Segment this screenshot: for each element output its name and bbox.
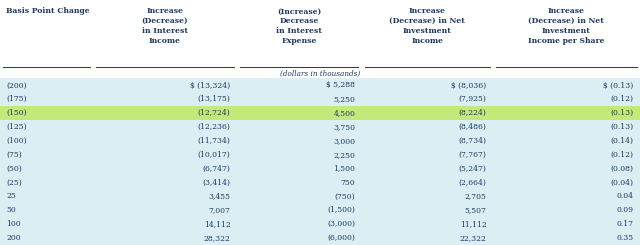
Text: $ (8,036): $ (8,036)	[451, 81, 486, 89]
Text: 11,112: 11,112	[460, 220, 486, 228]
Text: 50: 50	[6, 206, 16, 214]
Text: (0.12): (0.12)	[611, 151, 634, 159]
Text: (75): (75)	[6, 151, 22, 159]
Bar	[0, 189, 640, 203]
Text: Increase
(Decrease)
in Interest
Income: Increase (Decrease) in Interest Income	[141, 7, 188, 45]
Text: (175): (175)	[6, 95, 27, 103]
Text: 3,000: 3,000	[333, 137, 355, 145]
Text: (8,734): (8,734)	[458, 137, 486, 145]
Text: 22,322: 22,322	[460, 234, 486, 242]
Bar	[0, 78, 640, 92]
Bar	[0, 231, 640, 245]
Text: (150): (150)	[6, 109, 27, 117]
Text: (750): (750)	[335, 192, 355, 200]
Text: 200: 200	[6, 234, 21, 242]
Text: 28,322: 28,322	[204, 234, 230, 242]
Text: 3,455: 3,455	[209, 192, 230, 200]
Text: 0.17: 0.17	[616, 220, 634, 228]
Text: (6,747): (6,747)	[202, 165, 230, 173]
Text: 0.04: 0.04	[616, 192, 634, 200]
Text: 5,507: 5,507	[465, 206, 486, 214]
Text: (3,000): (3,000)	[327, 220, 355, 228]
Bar	[0, 106, 640, 120]
Bar	[0, 217, 640, 231]
Bar	[0, 176, 640, 189]
Text: (125): (125)	[6, 123, 27, 131]
Text: (8,486): (8,486)	[458, 123, 486, 131]
Text: (0.12): (0.12)	[611, 95, 634, 103]
Text: (13,175): (13,175)	[198, 95, 230, 103]
Text: (8,224): (8,224)	[458, 109, 486, 117]
Text: (200): (200)	[6, 81, 27, 89]
Text: 2,250: 2,250	[333, 151, 355, 159]
Text: 2,705: 2,705	[465, 192, 486, 200]
Text: (Increase)
Decrease
in Interest
Expense: (Increase) Decrease in Interest Expense	[276, 7, 322, 45]
Text: 5,250: 5,250	[333, 95, 355, 103]
Text: (2,664): (2,664)	[458, 179, 486, 186]
Text: $ 5,288: $ 5,288	[326, 81, 355, 89]
Text: Increase
(Decrease) in Net
Investment
Income: Increase (Decrease) in Net Investment In…	[389, 7, 465, 45]
Text: 3,750: 3,750	[333, 123, 355, 131]
Text: 0.09: 0.09	[616, 206, 634, 214]
Bar	[0, 120, 640, 134]
Text: (7,925): (7,925)	[458, 95, 486, 103]
Bar	[0, 0, 640, 78]
Text: (3,414): (3,414)	[202, 179, 230, 186]
Text: Basis Point Change: Basis Point Change	[6, 7, 90, 15]
Text: 1,500: 1,500	[333, 165, 355, 173]
Bar	[0, 162, 640, 176]
Text: $ (13,324): $ (13,324)	[190, 81, 230, 89]
Bar	[0, 148, 640, 162]
Text: 14,112: 14,112	[204, 220, 230, 228]
Bar	[0, 92, 640, 106]
Text: (0.14): (0.14)	[611, 137, 634, 145]
Bar	[0, 203, 640, 217]
Text: (7,767): (7,767)	[458, 151, 486, 159]
Text: 25: 25	[6, 192, 16, 200]
Text: (1,500): (1,500)	[327, 206, 355, 214]
Text: (0.13): (0.13)	[611, 109, 634, 117]
Text: (12,236): (12,236)	[198, 123, 230, 131]
Text: (0.08): (0.08)	[611, 165, 634, 173]
Text: (11,734): (11,734)	[198, 137, 230, 145]
Text: (50): (50)	[6, 165, 22, 173]
Text: (25): (25)	[6, 179, 22, 186]
Text: (100): (100)	[6, 137, 27, 145]
Text: 100: 100	[6, 220, 21, 228]
Text: (5,247): (5,247)	[458, 165, 486, 173]
Text: (0.13): (0.13)	[611, 123, 634, 131]
Bar	[0, 134, 640, 148]
Text: 0.35: 0.35	[616, 234, 634, 242]
Text: (0.04): (0.04)	[611, 179, 634, 186]
Text: (12,724): (12,724)	[198, 109, 230, 117]
Text: $ (0.13): $ (0.13)	[604, 81, 634, 89]
Text: Increase
(Decrease) in Net
Investment
Income per Share: Increase (Decrease) in Net Investment In…	[528, 7, 605, 45]
Text: (10,017): (10,017)	[198, 151, 230, 159]
Text: (dollars in thousands): (dollars in thousands)	[280, 70, 360, 78]
Text: 7,007: 7,007	[209, 206, 230, 214]
Text: (6,000): (6,000)	[327, 234, 355, 242]
Text: 4,500: 4,500	[333, 109, 355, 117]
Text: 750: 750	[340, 179, 355, 186]
